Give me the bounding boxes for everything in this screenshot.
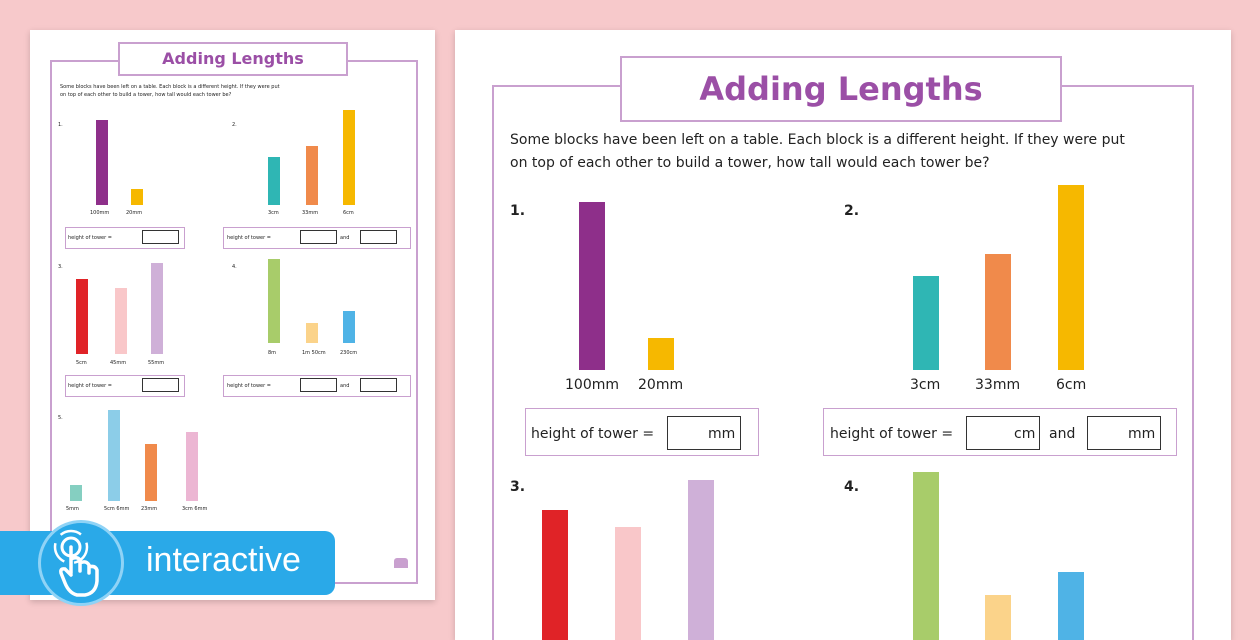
thumbnail-q5-block-2 (108, 410, 120, 501)
q1-unit: mm (708, 426, 736, 442)
thumbnail-q2-block-2 (306, 146, 318, 205)
thumbnail-q5-block-4 (186, 432, 198, 501)
thumbnail-logo (394, 558, 408, 568)
thumbnail-q5-block-3 (145, 444, 157, 501)
q2-input-mm[interactable] (1087, 416, 1161, 450)
thumbnail-q2-label-1: 3cm (268, 210, 279, 216)
q4-block-8m (913, 472, 939, 640)
thumbnail-q2-input-2[interactable] (360, 230, 397, 244)
q2-label-1: 3cm (910, 377, 941, 393)
thumbnail-q4-label-3: 230cm (340, 350, 358, 356)
thumbnail-q1-input[interactable] (142, 230, 179, 244)
thumbnail-q4-and: and (340, 383, 350, 389)
thumbnail-q2-answer-label: height of tower = (227, 235, 271, 241)
intro-line-1: Some blocks have been left on a table. E… (510, 132, 1125, 148)
thumbnail-q4-label-2: 1m 50cm (302, 350, 326, 356)
thumbnail-q1-answer-label: height of tower = (68, 235, 112, 241)
q4-block-1m50cm (985, 595, 1011, 640)
thumbnail-q3-block-1 (76, 279, 88, 354)
thumbnail-q4-block-2 (306, 323, 318, 343)
page-title: Adding Lengths (620, 56, 1062, 122)
q3-number: 3. (510, 479, 526, 495)
thumbnail-q3-input[interactable] (142, 378, 179, 392)
thumbnail-q2-label-3: 6cm (343, 210, 354, 216)
q2-block-33mm (985, 254, 1011, 370)
thumbnail-q3-label-1: 5cm (76, 360, 87, 366)
q4-block-230cm (1058, 572, 1084, 640)
thumbnail-intro-1: Some blocks have been left on a table. E… (60, 84, 280, 90)
q2-unit-2: mm (1128, 426, 1156, 442)
thumbnail-q1-block-1 (96, 120, 108, 205)
thumbnail-intro-2: on top of each other to build a tower, h… (60, 92, 232, 98)
thumbnail-q5-label-2: 5cm 6mm (104, 506, 130, 512)
q4-number: 4. (844, 479, 860, 495)
thumbnail-q5-label-1: 5mm (66, 506, 79, 512)
worksheet-thumbnail: Adding Lengths Some blocks have been lef… (30, 30, 435, 600)
q2-block-3cm (913, 276, 939, 370)
q1-block-100mm (579, 202, 605, 370)
q3-block-5cm (542, 510, 568, 640)
thumbnail-q3-label-3: 55mm (148, 360, 165, 366)
q2-and: and (1049, 426, 1076, 442)
q1-label-1: 100mm (565, 377, 619, 393)
interactive-label: interactive (146, 541, 301, 579)
thumbnail-q5-block-1 (70, 485, 82, 501)
q1-block-20mm (648, 338, 674, 370)
thumbnail-q5-number: 5. (58, 415, 63, 421)
thumbnail-q3-answer-label: height of tower = (68, 383, 112, 389)
q2-answer-label: height of tower = (830, 426, 954, 442)
thumbnail-q1-label-2: 20mm (126, 210, 143, 216)
q2-unit-1: cm (1014, 426, 1036, 442)
thumbnail-q2-and: and (340, 235, 350, 241)
thumbnail-q3-block-3 (151, 263, 163, 354)
thumbnail-q4-block-1 (268, 259, 280, 343)
intro-line-2: on top of each other to build a tower, h… (510, 155, 990, 171)
thumbnail-q3-block-2 (115, 288, 127, 354)
thumbnail-q1-block-2 (131, 189, 143, 205)
thumbnail-q2-number: 2. (232, 122, 237, 128)
q1-label-2: 20mm (638, 377, 684, 393)
q3-block-55mm (688, 480, 714, 640)
thumbnail-q4-block-3 (343, 311, 355, 343)
thumbnail-q5-label-4: 3cm 6mm (182, 506, 208, 512)
thumbnail-q2-block-3 (343, 110, 355, 205)
thumbnail-q2-label-2: 33mm (302, 210, 319, 216)
thumbnail-q4-number: 4. (232, 264, 237, 270)
q2-number: 2. (844, 203, 860, 219)
thumbnail-q2-input-1[interactable] (300, 230, 337, 244)
thumbnail-q4-input-2[interactable] (360, 378, 397, 392)
q2-label-2: 33mm (975, 377, 1021, 393)
thumbnail-q3-number: 3. (58, 264, 63, 270)
q3-block-45mm (615, 527, 641, 640)
q1-input-mm[interactable] (667, 416, 741, 450)
thumbnail-q3-label-2: 45mm (110, 360, 127, 366)
thumbnail-q1-number: 1. (58, 122, 63, 128)
thumbnail-q1-label-1: 100mm (90, 210, 110, 216)
q1-number: 1. (510, 203, 526, 219)
thumbnail-q4-label-1: 8m (268, 350, 277, 356)
q2-label-3: 6cm (1056, 377, 1087, 393)
thumbnail-q5-label-3: 23mm (141, 506, 158, 512)
q2-block-6cm (1058, 185, 1084, 370)
worksheet-page: Adding Lengths Some blocks have been lef… (455, 30, 1231, 640)
thumbnail-q2-block-1 (268, 157, 280, 205)
thumbnail-q4-input-1[interactable] (300, 378, 337, 392)
thumbnail-title: Adding Lengths (118, 42, 348, 76)
q2-input-cm[interactable] (966, 416, 1040, 450)
touch-hand-icon (38, 520, 124, 606)
thumbnail-q4-answer-label: height of tower = (227, 383, 271, 389)
q1-answer-label: height of tower = (531, 426, 655, 442)
